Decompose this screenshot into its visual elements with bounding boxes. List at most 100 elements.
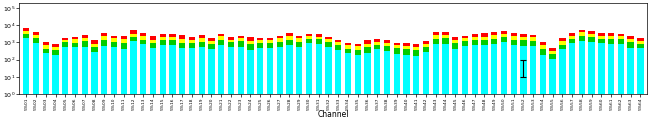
Bar (92, 44, 98, 47)
Bar (442, 44, 448, 122)
Bar (500, 37, 507, 42)
Bar (500, 42, 507, 122)
Bar (432, 32, 439, 35)
Bar (637, 41, 644, 44)
Bar (101, 46, 107, 122)
X-axis label: Channel: Channel (318, 110, 349, 119)
Bar (637, 38, 644, 41)
Bar (627, 39, 634, 42)
Bar (140, 33, 146, 36)
Bar (481, 40, 488, 45)
Bar (520, 34, 526, 37)
Bar (266, 38, 273, 40)
Bar (92, 41, 98, 44)
Bar (218, 40, 224, 45)
Bar (462, 41, 468, 46)
Bar (131, 41, 136, 122)
Bar (72, 39, 78, 43)
Bar (344, 45, 351, 49)
Bar (500, 31, 507, 34)
Bar (344, 43, 351, 45)
Bar (569, 36, 575, 39)
Bar (325, 37, 332, 39)
Bar (569, 43, 575, 122)
Bar (510, 33, 517, 36)
Bar (588, 31, 595, 34)
Bar (452, 49, 458, 122)
Bar (413, 47, 419, 50)
Bar (335, 50, 341, 122)
Bar (325, 42, 332, 47)
Bar (413, 50, 419, 56)
Bar (82, 47, 88, 122)
Bar (549, 51, 556, 54)
Bar (481, 33, 488, 37)
Bar (442, 32, 448, 35)
Bar (62, 40, 68, 42)
Bar (520, 37, 526, 40)
Bar (588, 42, 595, 122)
Bar (315, 39, 322, 44)
Bar (442, 38, 448, 44)
Bar (588, 37, 595, 42)
Bar (374, 45, 380, 49)
Bar (237, 38, 244, 41)
Bar (131, 30, 136, 34)
Bar (344, 53, 351, 122)
Bar (627, 48, 634, 122)
Bar (335, 42, 341, 45)
Bar (598, 44, 604, 122)
Bar (286, 40, 292, 45)
Bar (491, 39, 497, 44)
Bar (422, 44, 429, 47)
Bar (540, 42, 546, 46)
Bar (101, 33, 107, 36)
Bar (530, 46, 536, 122)
Bar (481, 37, 488, 40)
Bar (121, 43, 127, 49)
Bar (618, 36, 624, 39)
Bar (227, 47, 234, 122)
Bar (111, 36, 117, 38)
Bar (296, 42, 302, 47)
Bar (403, 46, 410, 49)
Bar (384, 51, 390, 122)
Bar (540, 49, 546, 55)
Bar (237, 36, 244, 38)
Bar (403, 49, 410, 55)
Bar (53, 50, 58, 55)
Bar (354, 55, 361, 122)
Bar (422, 52, 429, 122)
Bar (588, 34, 595, 37)
Bar (82, 38, 88, 41)
Bar (354, 44, 361, 46)
Bar (306, 39, 312, 43)
Bar (247, 44, 254, 50)
Bar (188, 43, 195, 48)
Bar (208, 49, 214, 122)
Bar (296, 36, 302, 38)
Bar (170, 41, 176, 45)
Bar (598, 39, 604, 44)
Bar (160, 45, 166, 122)
Bar (276, 36, 283, 38)
Bar (227, 37, 234, 40)
Bar (618, 44, 624, 122)
Bar (569, 33, 575, 36)
Bar (471, 45, 478, 122)
Bar (540, 55, 546, 122)
Bar (150, 48, 156, 122)
Bar (257, 38, 263, 40)
Bar (393, 45, 400, 48)
Bar (101, 36, 107, 40)
Bar (325, 39, 332, 42)
Bar (510, 45, 517, 122)
Bar (559, 45, 566, 49)
Bar (559, 38, 566, 41)
Bar (170, 34, 176, 37)
Bar (442, 35, 448, 38)
Bar (286, 36, 292, 40)
Bar (364, 47, 370, 52)
Bar (393, 43, 400, 45)
Bar (296, 38, 302, 42)
